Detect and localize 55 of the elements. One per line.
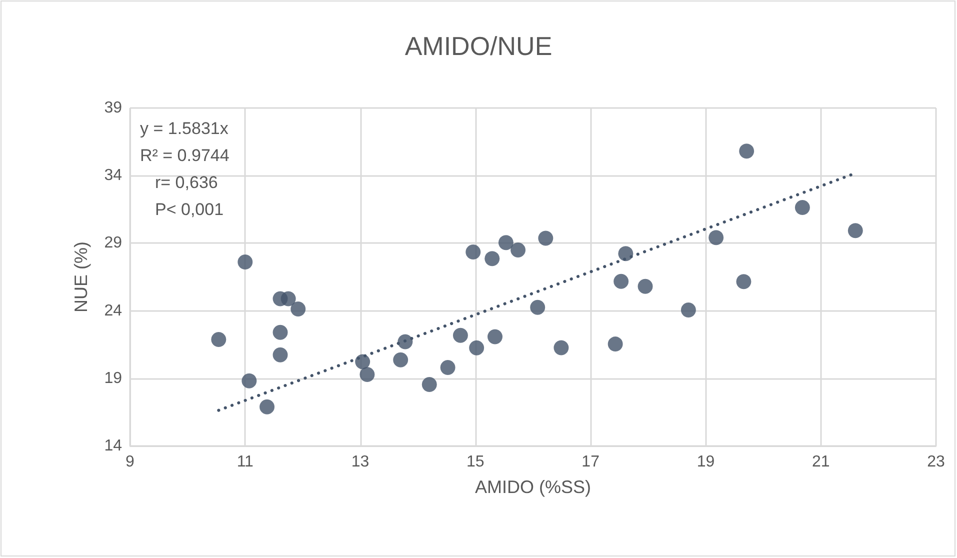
point bbox=[280, 291, 296, 306]
x-tick-label: 17 bbox=[582, 454, 600, 470]
x-tick-label: 21 bbox=[812, 454, 830, 470]
x-tick-label: 11 bbox=[236, 454, 254, 470]
point bbox=[736, 274, 752, 290]
point bbox=[680, 302, 696, 318]
point bbox=[272, 324, 288, 340]
point bbox=[739, 144, 754, 159]
y-tick-label: 24 bbox=[104, 302, 122, 320]
point bbox=[422, 376, 437, 392]
annotation: r= 0,636 bbox=[155, 173, 218, 192]
x-tick-label: 9 bbox=[126, 454, 135, 470]
y-tick-label: 29 bbox=[104, 234, 122, 252]
point bbox=[452, 328, 468, 343]
annotation: y = 1.5831x bbox=[140, 119, 229, 138]
x-tick-label: 23 bbox=[927, 454, 945, 470]
x-axis-title: AMIDO (%SS) bbox=[474, 477, 592, 497]
y-tick-label: 14 bbox=[104, 438, 122, 454]
point bbox=[211, 332, 226, 347]
x-tick-label: 13 bbox=[351, 454, 370, 470]
point bbox=[538, 230, 554, 246]
point bbox=[260, 399, 275, 414]
point bbox=[614, 274, 629, 289]
annotation: P< 0,001 bbox=[155, 200, 224, 219]
point bbox=[618, 246, 634, 262]
point bbox=[238, 254, 253, 270]
point bbox=[242, 373, 257, 388]
point bbox=[469, 340, 484, 356]
point bbox=[794, 200, 810, 216]
point bbox=[440, 360, 456, 375]
x-tick-label: 15 bbox=[466, 454, 484, 470]
point bbox=[466, 244, 481, 260]
point bbox=[708, 230, 724, 246]
y-axis-title: NUE (%) bbox=[71, 242, 91, 312]
point bbox=[488, 329, 503, 344]
y-tick-label: 39 bbox=[104, 100, 122, 116]
point bbox=[290, 302, 306, 317]
point bbox=[484, 251, 500, 266]
point bbox=[510, 242, 526, 258]
chart-title: AMIDO/NUE bbox=[404, 31, 552, 61]
point bbox=[398, 334, 413, 350]
x-tick-label: 19 bbox=[696, 454, 715, 470]
point bbox=[848, 223, 863, 238]
point bbox=[355, 354, 370, 370]
y-tick-label: 34 bbox=[104, 167, 122, 184]
point bbox=[608, 336, 623, 352]
annotation: R² = 0.9744 bbox=[140, 146, 230, 165]
point bbox=[638, 278, 653, 294]
y-tick-label: 19 bbox=[104, 370, 122, 387]
point bbox=[393, 352, 408, 368]
point bbox=[530, 300, 546, 315]
point bbox=[498, 235, 514, 250]
point bbox=[360, 366, 375, 382]
point bbox=[554, 340, 569, 356]
point bbox=[272, 347, 288, 362]
